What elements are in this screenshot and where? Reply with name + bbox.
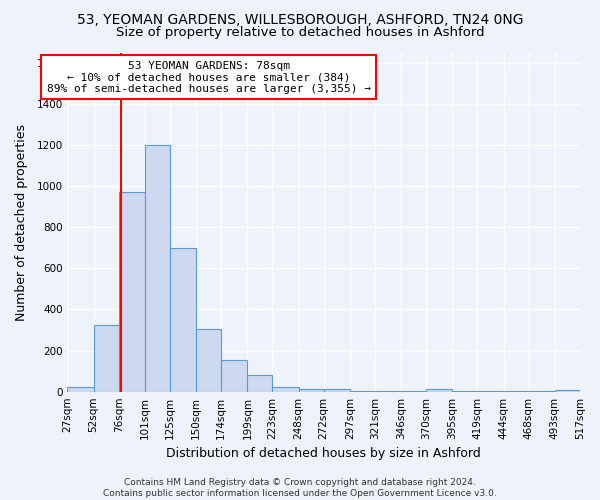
Bar — [247, 375, 272, 392]
Y-axis label: Number of detached properties: Number of detached properties — [15, 124, 28, 320]
Bar — [196, 329, 221, 392]
Bar — [299, 388, 324, 392]
Text: 53, YEOMAN GARDENS, WILLESBOROUGH, ASHFORD, TN24 0NG: 53, YEOMAN GARDENS, WILLESBOROUGH, ASHFO… — [77, 12, 523, 26]
Bar — [221, 360, 247, 392]
Bar — [94, 325, 119, 392]
Bar — [67, 386, 94, 392]
Bar — [452, 390, 478, 392]
Bar — [375, 390, 401, 392]
Bar — [119, 192, 145, 392]
Bar — [529, 390, 555, 392]
Text: Contains HM Land Registry data © Crown copyright and database right 2024.
Contai: Contains HM Land Registry data © Crown c… — [103, 478, 497, 498]
Bar — [145, 145, 170, 392]
Bar — [170, 248, 196, 392]
Bar — [272, 386, 299, 392]
Bar — [503, 390, 529, 392]
Text: 53 YEOMAN GARDENS: 78sqm
← 10% of detached houses are smaller (384)
89% of semi-: 53 YEOMAN GARDENS: 78sqm ← 10% of detach… — [47, 60, 371, 94]
Bar — [426, 388, 452, 392]
Bar — [478, 390, 503, 392]
Text: Size of property relative to detached houses in Ashford: Size of property relative to detached ho… — [116, 26, 484, 39]
Bar — [555, 390, 580, 392]
Bar — [401, 390, 426, 392]
X-axis label: Distribution of detached houses by size in Ashford: Distribution of detached houses by size … — [166, 447, 481, 460]
Bar — [324, 388, 350, 392]
Bar — [350, 390, 375, 392]
